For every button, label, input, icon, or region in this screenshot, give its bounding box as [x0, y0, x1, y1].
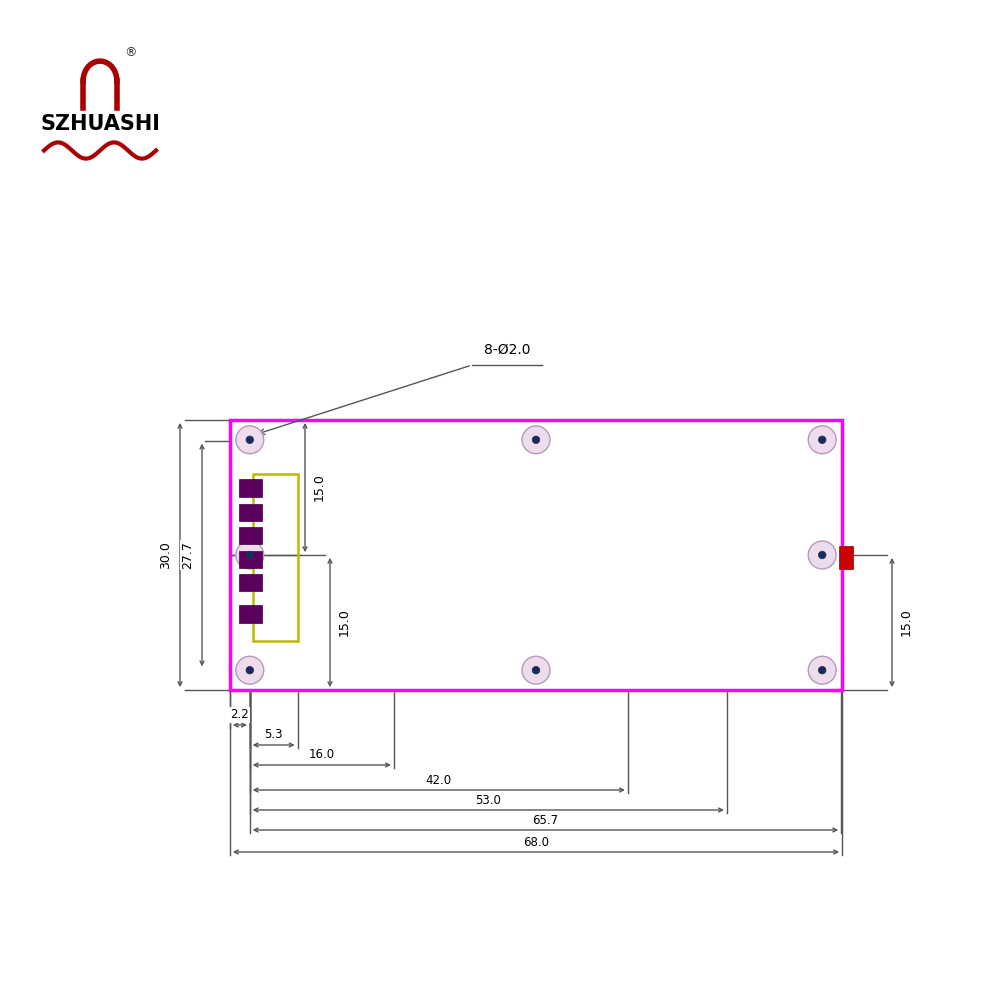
Text: 68.0: 68.0 [523, 836, 549, 848]
Text: 8-Ø2.0: 8-Ø2.0 [484, 343, 530, 357]
Text: 15.0: 15.0 [312, 474, 326, 501]
Text: 65.7: 65.7 [532, 814, 559, 826]
Bar [239, 504, 262, 521]
Text: 42.0: 42.0 [426, 774, 452, 786]
Text: 53.0: 53.0 [475, 794, 501, 806]
Bar [239, 479, 262, 496]
Circle shape [246, 551, 254, 559]
Text: 2.2: 2.2 [231, 708, 249, 722]
Bar [239, 574, 262, 591]
Bar [239, 527, 262, 544]
Circle shape [818, 551, 826, 559]
Bar [252, 474, 298, 641]
Circle shape [522, 656, 550, 684]
Circle shape [818, 436, 826, 444]
Circle shape [808, 656, 836, 684]
Text: SZHUASHI: SZHUASHI [40, 114, 160, 134]
Text: 5.3: 5.3 [264, 728, 283, 742]
Text: ®: ® [125, 46, 137, 60]
Bar [839, 546, 853, 568]
Circle shape [236, 426, 264, 454]
Circle shape [808, 426, 836, 454]
Text: 15.0: 15.0 [338, 609, 351, 636]
Circle shape [246, 666, 254, 674]
Circle shape [808, 541, 836, 569]
Bar [239, 550, 262, 568]
Circle shape [532, 666, 540, 674]
Text: 15.0: 15.0 [900, 609, 912, 636]
Circle shape [236, 541, 264, 569]
Circle shape [236, 656, 264, 684]
Text: 27.7: 27.7 [182, 541, 194, 569]
Text: 16.0: 16.0 [309, 748, 335, 762]
Text: 30.0: 30.0 [160, 541, 173, 569]
Circle shape [532, 436, 540, 444]
Bar [239, 605, 262, 622]
Bar [230, 420, 842, 690]
Circle shape [818, 666, 826, 674]
Circle shape [246, 436, 254, 444]
Circle shape [522, 426, 550, 454]
